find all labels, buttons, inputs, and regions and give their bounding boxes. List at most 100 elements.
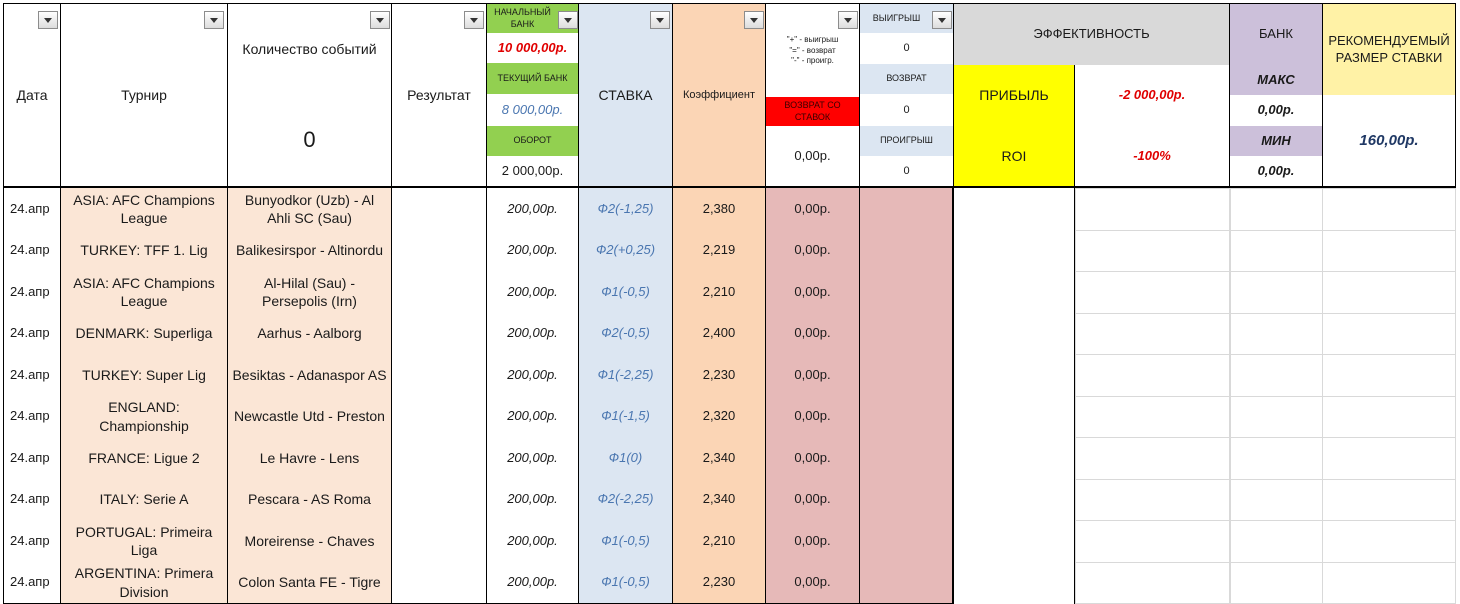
cell-outcome[interactable]: [859, 313, 954, 355]
initial-bank-value[interactable]: 10 000,00р.: [486, 33, 579, 64]
cell-date[interactable]: 24.апр: [3, 437, 61, 480]
cell-refund[interactable]: 0,00р.: [765, 188, 860, 231]
turnover-value[interactable]: 2 000,00р.: [486, 156, 579, 187]
cell-result[interactable]: [391, 354, 487, 397]
cell-bet[interactable]: Ф1(-0,5): [578, 520, 673, 563]
cell-amount[interactable]: 200,00р.: [486, 562, 579, 604]
empty-cell[interactable]: [1322, 354, 1456, 397]
cell-tournament[interactable]: ITALY: Serie A: [60, 479, 228, 521]
header-tournament[interactable]: Турнир: [60, 3, 228, 187]
empty-cell[interactable]: [1322, 188, 1456, 231]
cell-tournament[interactable]: DENMARK: Superliga: [60, 313, 228, 355]
cell-outcome[interactable]: [859, 354, 954, 397]
header-result[interactable]: Результат: [391, 3, 487, 187]
cell-tournament[interactable]: ENGLAND: Championship: [60, 396, 228, 438]
roi-value[interactable]: -100%: [1074, 126, 1230, 188]
cell-result[interactable]: [391, 562, 487, 604]
empty-cell[interactable]: [1322, 479, 1456, 521]
bank-min-value[interactable]: 0,00р.: [1229, 156, 1323, 188]
filter-legend-chevron-down-icon[interactable]: [838, 11, 858, 29]
cell-amount[interactable]: 200,00р.: [486, 396, 579, 438]
filter-stake-chevron-down-icon[interactable]: [650, 11, 670, 29]
cell-match[interactable]: Balikesirspor - Altinordu: [227, 230, 392, 272]
recommended-stake-label[interactable]: РЕКОМЕНДУЕМЫЙ РАЗМЕР СТАВКИ: [1322, 3, 1456, 96]
cell-refund[interactable]: 0,00р.: [765, 437, 860, 480]
cell-outcome[interactable]: [859, 188, 954, 231]
empty-cell[interactable]: [1229, 230, 1323, 272]
cell-refund[interactable]: 0,00р.: [765, 354, 860, 397]
cell-refund[interactable]: 0,00р.: [765, 562, 860, 604]
cell-coefficient[interactable]: 2,340: [672, 479, 766, 521]
cell-date[interactable]: 24.апр: [3, 354, 61, 397]
empty-cell[interactable]: [1075, 354, 1231, 397]
empty-cell[interactable]: [1322, 271, 1456, 314]
cell-result[interactable]: [391, 230, 487, 272]
cell-date[interactable]: 24.апр: [3, 520, 61, 563]
empty-cell[interactable]: [1229, 562, 1323, 604]
cell-match[interactable]: Aarhus - Aalborg: [227, 313, 392, 355]
empty-cell[interactable]: [1229, 313, 1323, 355]
filter-bank-chevron-down-icon[interactable]: [558, 11, 578, 29]
filter-date-chevron-down-icon[interactable]: [38, 11, 58, 29]
cell-outcome[interactable]: [859, 230, 954, 272]
empty-cell[interactable]: [1075, 230, 1231, 272]
filter-events-chevron-down-icon[interactable]: [370, 11, 390, 29]
cell-tournament[interactable]: TURKEY: Super Lig: [60, 354, 228, 397]
cell-coefficient[interactable]: 2,340: [672, 437, 766, 480]
empty-cell[interactable]: [1229, 520, 1323, 563]
profit-value[interactable]: -2 000,00р.: [1074, 65, 1230, 127]
filter-coefficient-chevron-down-icon[interactable]: [744, 11, 764, 29]
cell-match[interactable]: Colon Santa FE - Tigre: [227, 562, 392, 604]
cell-date[interactable]: 24.апр: [3, 230, 61, 272]
empty-cell[interactable]: [1229, 354, 1323, 397]
empty-cell[interactable]: [1075, 479, 1231, 521]
empty-cell[interactable]: [1322, 396, 1456, 438]
bank-header[interactable]: БАНК: [1229, 3, 1323, 66]
cell-amount[interactable]: 200,00р.: [486, 188, 579, 231]
cell-match[interactable]: Al-Hilal (Sau) - Persepolis (Irn): [227, 271, 392, 314]
cell-outcome[interactable]: [859, 520, 954, 563]
filter-tournament-chevron-down-icon[interactable]: [204, 11, 224, 29]
cell-outcome[interactable]: [859, 437, 954, 480]
bank-max-label[interactable]: МАКС: [1229, 65, 1323, 96]
cell-bet[interactable]: Ф1(-1,5): [578, 396, 673, 438]
empty-cell[interactable]: [1075, 396, 1231, 438]
cell-amount[interactable]: 200,00р.: [486, 313, 579, 355]
cell-bet[interactable]: Ф2(-1,25): [578, 188, 673, 231]
empty-cell[interactable]: [1229, 396, 1323, 438]
cell-result[interactable]: [391, 271, 487, 314]
cell-coefficient[interactable]: 2,210: [672, 520, 766, 563]
cell-refund[interactable]: 0,00р.: [765, 520, 860, 563]
cell-coefficient[interactable]: 2,219: [672, 230, 766, 272]
empty-cell[interactable]: [1075, 562, 1231, 604]
cell-date[interactable]: 24.апр: [3, 396, 61, 438]
bank-max-value[interactable]: 0,00р.: [1229, 95, 1323, 127]
cell-tournament[interactable]: PORTUGAL: Primeira Liga: [60, 520, 228, 563]
empty-cell[interactable]: [1322, 230, 1456, 272]
empty-cell[interactable]: [1229, 437, 1323, 480]
empty-cell[interactable]: [1075, 520, 1231, 563]
cell-result[interactable]: [391, 188, 487, 231]
empty-cell[interactable]: [1229, 479, 1323, 521]
event-count-value[interactable]: 0: [227, 95, 392, 187]
filter-result-chevron-down-icon[interactable]: [464, 11, 484, 29]
cell-result[interactable]: [391, 520, 487, 563]
empty-cell[interactable]: [1322, 437, 1456, 480]
cell-bet[interactable]: Ф1(-2,25): [578, 354, 673, 397]
bank-min-label[interactable]: МИН: [1229, 126, 1323, 157]
cell-tournament[interactable]: ASIA: AFC Champions League: [60, 271, 228, 314]
cell-bet[interactable]: Ф2(-2,25): [578, 479, 673, 521]
cell-coefficient[interactable]: 2,210: [672, 271, 766, 314]
cell-outcome[interactable]: [859, 479, 954, 521]
empty-cell[interactable]: [1229, 188, 1323, 231]
current-bank-value[interactable]: 8 000,00р.: [486, 94, 579, 127]
cell-tournament[interactable]: ARGENTINA: Primera Division: [60, 562, 228, 604]
cell-match[interactable]: Moreirense - Chaves: [227, 520, 392, 563]
cell-refund[interactable]: 0,00р.: [765, 313, 860, 355]
empty-cell[interactable]: [1075, 313, 1231, 355]
cell-date[interactable]: 24.апр: [3, 188, 61, 231]
empty-cell[interactable]: [1075, 437, 1231, 480]
cell-coefficient[interactable]: 2,400: [672, 313, 766, 355]
empty-cell[interactable]: [1322, 520, 1456, 563]
recommended-stake-value[interactable]: 160,00р.: [1322, 95, 1456, 188]
